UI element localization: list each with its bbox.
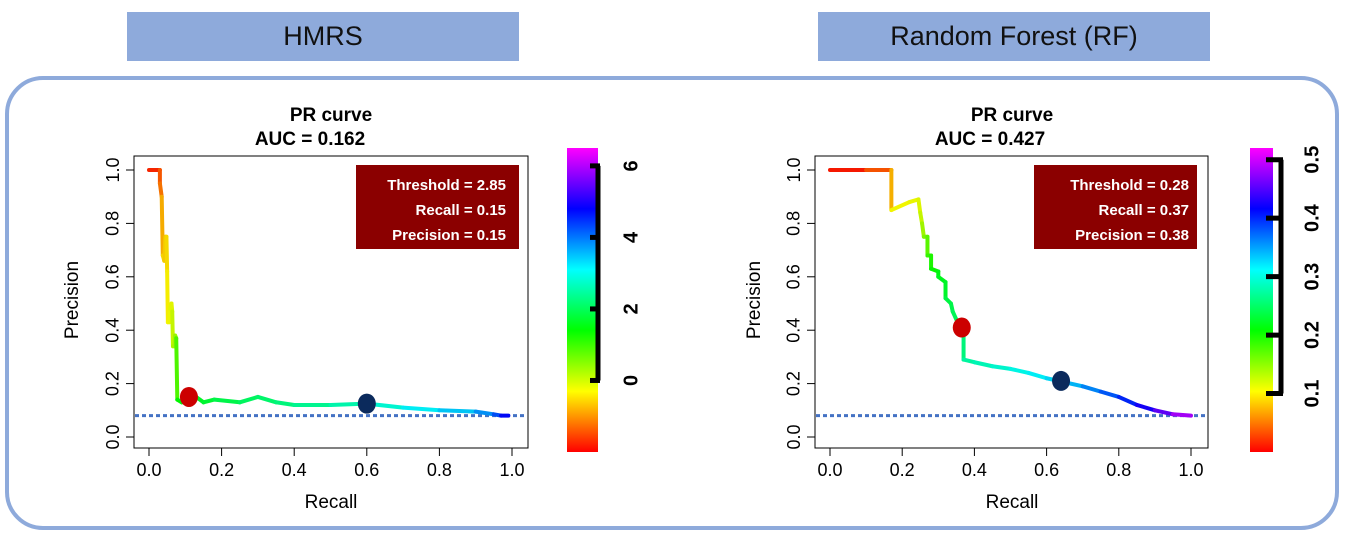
colorbar-tick-label: 0.5 xyxy=(1301,146,1323,174)
y-tick-label: 0.4 xyxy=(103,318,123,343)
chart-subtitle: AUC = 0.427 xyxy=(935,129,1045,150)
curve-segment xyxy=(401,405,442,413)
plot-area-box xyxy=(133,155,529,449)
y-tick-label: 0.8 xyxy=(103,211,123,236)
curve-segment xyxy=(165,269,170,325)
curve-segment xyxy=(1008,366,1031,375)
x-tick-label: 0.8 xyxy=(427,460,452,480)
curve-segment xyxy=(889,200,912,213)
colorbar-axis: 0 2 4 6 xyxy=(590,160,642,386)
curve-segment xyxy=(159,194,165,258)
selected-threshold-point xyxy=(179,386,198,407)
curve-segment xyxy=(1098,389,1121,399)
curve-segment xyxy=(237,394,260,405)
curve-segment xyxy=(920,221,926,239)
x-axis-label: Recall xyxy=(305,492,358,513)
curve-segment xyxy=(916,197,923,215)
x-tick-label: 0.4 xyxy=(962,460,987,480)
pr-curve xyxy=(147,168,511,418)
chart-title: PR curve xyxy=(290,105,372,126)
curve-segment xyxy=(157,181,164,199)
y-tick-label: 0.2 xyxy=(784,371,804,396)
selected-threshold-point xyxy=(952,317,971,338)
curve-segment xyxy=(1152,408,1175,417)
colorbar-tick-label: 0.4 xyxy=(1301,203,1323,232)
curve-segment xyxy=(473,409,496,417)
y-tick-label: 0.6 xyxy=(103,264,123,289)
info-box xyxy=(356,165,519,249)
y-tick-label: 0.0 xyxy=(784,424,804,449)
hmrs-header: HMRS xyxy=(127,12,519,61)
x-tick-label: 0.0 xyxy=(817,460,842,480)
curve-segment xyxy=(1116,394,1139,407)
colorbar-tick-label: 0.1 xyxy=(1301,380,1323,408)
curve-segment xyxy=(1026,370,1049,381)
colorbar-tick-label: 0 xyxy=(620,375,642,386)
y-tick-label: 0.6 xyxy=(784,264,804,289)
curve-segment xyxy=(1170,412,1193,418)
info-recall: Recall = 0.15 xyxy=(416,202,506,219)
pr-curve xyxy=(828,168,1193,418)
curve-segment xyxy=(274,400,297,407)
y-tick-label: 0.4 xyxy=(784,318,804,343)
rf-pr-chart: PR curve AUC = 0.427 0.0 0.2 0.4 0.6 0.8 1.00… xyxy=(744,105,1323,513)
x-tick-label: 0.8 xyxy=(1106,460,1131,480)
curve-segment xyxy=(437,408,478,414)
colorbar-tick-label: 6 xyxy=(620,160,642,171)
chart-subtitle: AUC = 0.162 xyxy=(255,129,365,150)
info-threshold: Threshold = 0.28 xyxy=(1070,177,1189,194)
colorbar-tick-label: 2 xyxy=(620,303,642,314)
axes: 0.0 0.2 0.4 0.6 0.8 1.0 0.0 0.2 0.4 0.6 0.8 1.0 xyxy=(103,157,525,480)
info-precision: Precision = 0.15 xyxy=(392,227,506,244)
curve-segment xyxy=(174,336,180,402)
info-threshold: Threshold = 2.85 xyxy=(387,177,506,194)
curve-segment xyxy=(212,397,242,405)
x-tick-label: 0.6 xyxy=(1034,460,1059,480)
x-tick-label: 0.2 xyxy=(890,460,915,480)
axes: 0.0 0.2 0.4 0.6 0.8 1.0 0.0 0.2 0.4 0.6 0.8 1.0 xyxy=(784,157,1204,480)
curve-segment xyxy=(1080,384,1103,394)
y-tick-label: 1.0 xyxy=(784,157,804,182)
curve-segment xyxy=(164,234,170,274)
colorbar xyxy=(1250,148,1273,452)
markers xyxy=(952,317,1071,391)
y-tick-label: 0.2 xyxy=(103,371,123,396)
x-tick-label: 0.6 xyxy=(354,460,379,480)
y-tick-label: 1.0 xyxy=(103,157,123,182)
colorbar-tick-label: 0.2 xyxy=(1301,321,1323,349)
y-tick-label: 0.8 xyxy=(784,211,804,236)
x-axis-label: Recall xyxy=(986,492,1039,513)
y-axis-label: Precision xyxy=(62,261,83,339)
rf-header: Random Forest (RF) xyxy=(818,12,1210,61)
hmrs-pr-chart: PR curve AUC = 0.162 0.0 0.2 0.4 0.6 0.8 1.00… xyxy=(62,105,642,513)
colorbar xyxy=(567,148,598,452)
colorbar-axis: 0.1 0.2 0.3 0.4 0.5 xyxy=(1266,146,1323,408)
markers xyxy=(179,386,376,414)
curve-segment xyxy=(255,394,279,405)
info-recall: Recall = 0.37 xyxy=(1099,202,1189,219)
curve-segment xyxy=(972,360,995,369)
colorbar-tick-label: 0.3 xyxy=(1301,263,1323,291)
y-tick-label: 0.0 xyxy=(103,424,123,449)
curve-segment xyxy=(990,364,1013,371)
reference-point xyxy=(357,393,376,414)
charts-frame xyxy=(5,76,1339,530)
plot-area-box xyxy=(814,155,1209,449)
y-axis-label: Precision xyxy=(744,261,765,339)
reference-point xyxy=(1052,370,1071,391)
x-tick-label: 0.0 xyxy=(136,460,161,480)
curve-segment xyxy=(167,306,173,325)
info-precision: Precision = 0.38 xyxy=(1075,227,1189,244)
info-box xyxy=(1034,165,1197,249)
x-tick-label: 1.0 xyxy=(499,460,524,480)
curve-segment xyxy=(1134,402,1157,413)
x-tick-label: 0.2 xyxy=(209,460,234,480)
x-tick-label: 0.4 xyxy=(282,460,307,480)
colorbar-tick-label: 4 xyxy=(620,231,642,243)
chart-title: PR curve xyxy=(971,105,1053,126)
x-tick-label: 1.0 xyxy=(1178,460,1203,480)
